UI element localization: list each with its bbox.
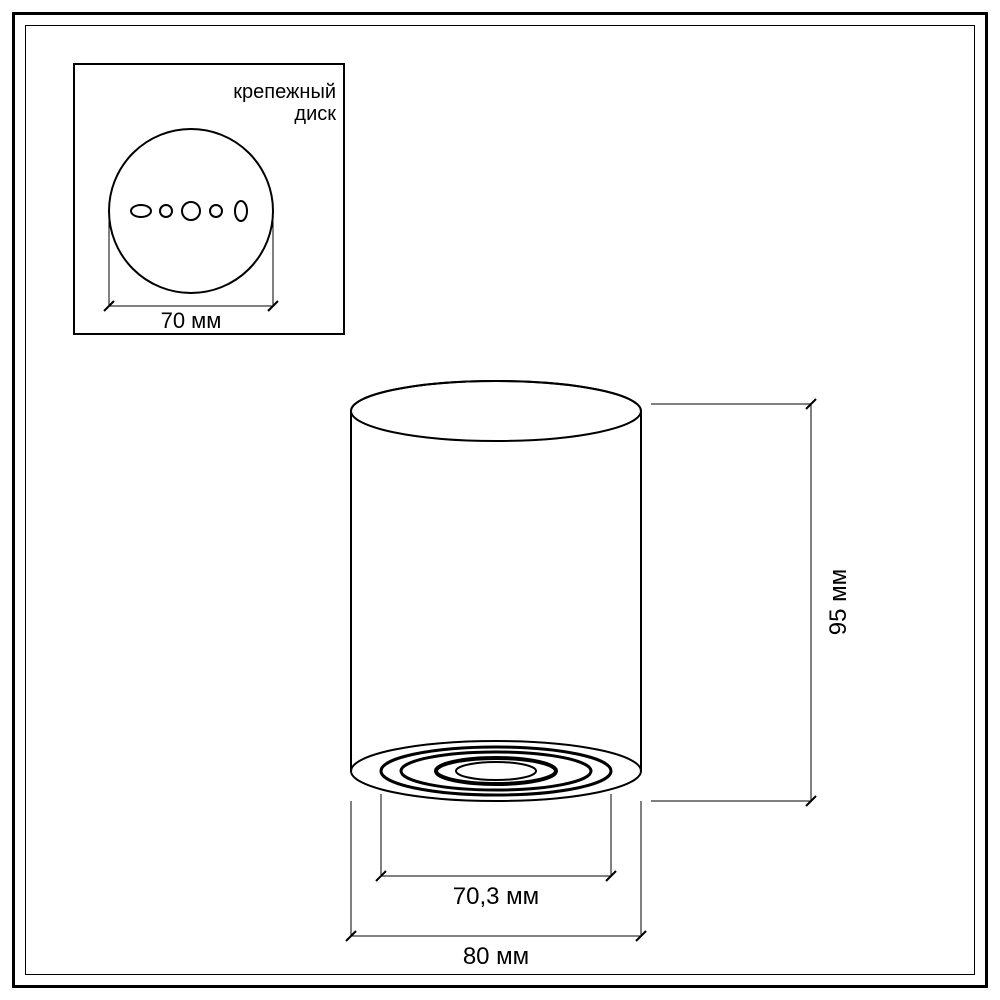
inset-label-line2: диск xyxy=(294,103,336,125)
outer-frame: крепежный диск 70 мм xyxy=(12,12,988,988)
hole-4 xyxy=(210,205,222,217)
inset-dim-label: 70 мм xyxy=(161,308,222,333)
dimo-label: 80 мм xyxy=(463,943,529,970)
hole-1 xyxy=(131,205,151,217)
dimi-label: 70,3 мм xyxy=(453,883,539,910)
cyl-body-fill xyxy=(351,411,641,771)
hole-3 xyxy=(182,202,200,220)
hole-2 xyxy=(160,205,172,217)
inner-frame: крепежный диск 70 мм xyxy=(25,25,975,975)
inset-label-line1: крепежный xyxy=(233,81,336,103)
ring-4 xyxy=(456,762,536,780)
diagram-canvas: крепежный диск 70 мм xyxy=(26,26,980,980)
dimh-label: 95 мм xyxy=(825,569,852,635)
hole-5 xyxy=(235,201,247,221)
